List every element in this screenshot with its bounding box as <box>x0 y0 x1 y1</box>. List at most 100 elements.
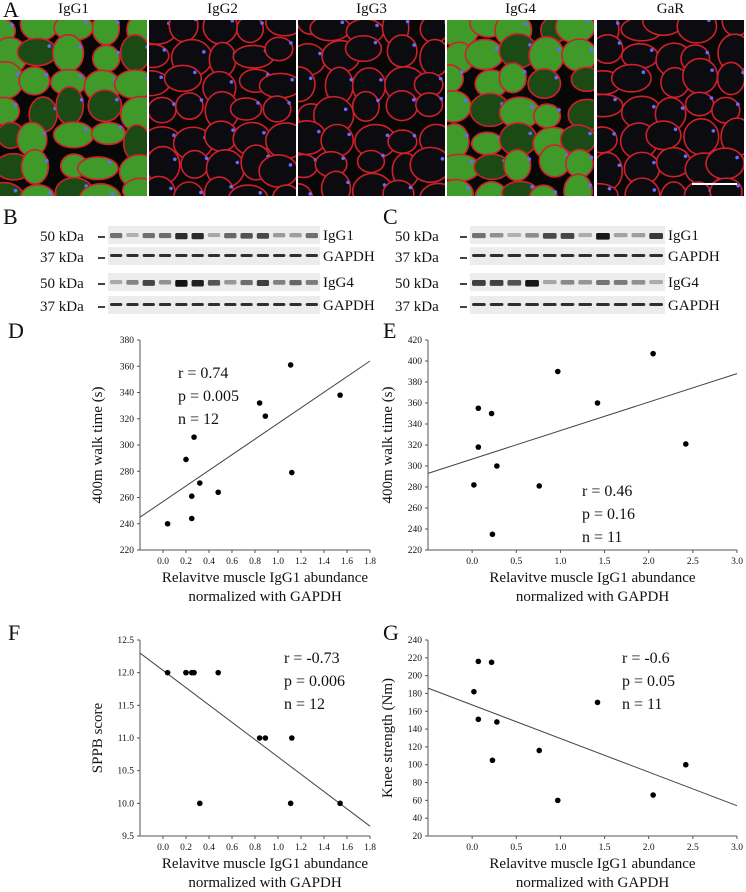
nucleus <box>78 45 82 49</box>
blot-band <box>289 303 302 306</box>
data-point <box>183 456 189 463</box>
fiber <box>180 149 210 179</box>
blot-band <box>472 280 486 286</box>
data-point <box>183 669 189 676</box>
nucleus <box>47 44 52 48</box>
nucleus <box>375 23 379 28</box>
nucleus <box>347 132 351 137</box>
y-tick-label: 260 <box>120 494 135 504</box>
fiber <box>498 62 527 94</box>
blot-size: 37 kDa <box>40 250 84 266</box>
y-tick-label: 60 <box>413 796 423 806</box>
nucleus <box>10 23 14 27</box>
data-point <box>287 800 294 807</box>
nucleus <box>673 127 678 132</box>
nucleus <box>116 20 120 25</box>
x-tick-label: 1.0 <box>554 557 566 567</box>
blot-band <box>158 303 172 306</box>
blot-band <box>631 280 646 285</box>
blot-band <box>240 233 253 239</box>
micrograph <box>0 20 147 196</box>
y-tick-label: 300 <box>120 441 135 451</box>
y-tick-label: 240 <box>408 636 423 646</box>
nucleus <box>529 105 534 109</box>
blot-band <box>158 280 172 285</box>
nucleus <box>79 98 84 102</box>
y-tick-label: 200 <box>408 672 423 682</box>
blot-band <box>126 233 139 238</box>
y-tick-label: 360 <box>120 362 135 372</box>
nucleus <box>459 70 464 75</box>
y-axis-label: SPPB score <box>90 702 106 773</box>
data-point <box>650 792 656 798</box>
y-tick-label: 12.5 <box>117 636 134 646</box>
annotation: n = 11 <box>582 529 622 546</box>
nucleus <box>617 41 622 45</box>
nucleus <box>649 48 654 52</box>
fiber <box>597 34 624 65</box>
blot-band <box>560 280 575 285</box>
nucleus <box>412 43 416 47</box>
nucleus <box>116 50 121 55</box>
nucleus <box>494 46 499 51</box>
fibers <box>149 20 296 196</box>
annotation: p = 0.16 <box>582 506 635 523</box>
nucleus <box>169 186 173 191</box>
blot-band <box>472 254 486 257</box>
nucleus <box>193 20 198 22</box>
nucleus <box>615 21 620 25</box>
annotation: n = 12 <box>284 696 325 713</box>
nucleus <box>528 131 533 136</box>
nucleus <box>385 133 390 138</box>
nucleus <box>45 158 49 163</box>
blot-band <box>525 254 539 257</box>
x-tick-label: 0.0 <box>157 843 169 853</box>
blot-protein: GAPDH <box>668 249 720 265</box>
blot-band <box>542 280 557 285</box>
fiber <box>419 38 445 77</box>
x-axis-label: normalized with GAPDH <box>516 875 669 887</box>
nucleus <box>115 97 119 102</box>
data-point <box>289 735 295 741</box>
blot-band <box>224 280 237 285</box>
fibers <box>447 20 594 196</box>
y-tick-label: 11.5 <box>118 701 135 711</box>
data-point <box>536 483 543 489</box>
y-tick-label: 160 <box>408 707 423 717</box>
nucleus <box>162 48 167 52</box>
fiber <box>264 36 294 62</box>
blot-band <box>649 233 663 240</box>
blot-band <box>472 303 486 306</box>
x-tick-label: 3.0 <box>731 843 743 853</box>
blot-band <box>224 233 237 239</box>
nucleus <box>709 96 714 100</box>
blot-band <box>560 254 575 257</box>
nucleus <box>379 78 383 82</box>
nucleus <box>412 97 416 102</box>
blot-band <box>273 280 286 285</box>
nucleus <box>463 98 467 103</box>
fiber <box>387 129 418 154</box>
panel-label: C <box>383 204 398 229</box>
blot-band <box>596 303 610 306</box>
y-tick-label: 420 <box>408 336 423 346</box>
fiber <box>203 120 239 152</box>
nucleus <box>118 125 123 130</box>
fiber <box>119 33 147 73</box>
micrograph <box>298 20 445 196</box>
data-point <box>475 405 482 412</box>
fiber <box>298 66 316 103</box>
y-tick-label: 240 <box>120 520 135 530</box>
fiber <box>624 177 661 196</box>
x-tick-label: 2.5 <box>687 557 699 567</box>
y-tick-label: 9.5 <box>122 832 134 842</box>
data-point <box>197 480 203 486</box>
blot-size: 37 kDa <box>395 299 439 315</box>
blot-band <box>578 233 593 238</box>
blot-band <box>110 280 123 285</box>
y-tick-label: 280 <box>120 467 135 477</box>
blot-strip <box>470 273 665 291</box>
fiber <box>386 34 418 68</box>
fiber <box>258 72 296 99</box>
y-tick-label: 380 <box>120 336 135 346</box>
